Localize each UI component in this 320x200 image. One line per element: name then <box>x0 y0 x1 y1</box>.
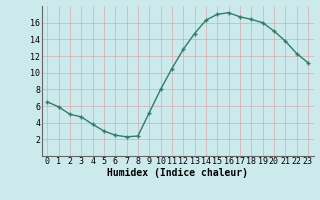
X-axis label: Humidex (Indice chaleur): Humidex (Indice chaleur) <box>107 168 248 178</box>
